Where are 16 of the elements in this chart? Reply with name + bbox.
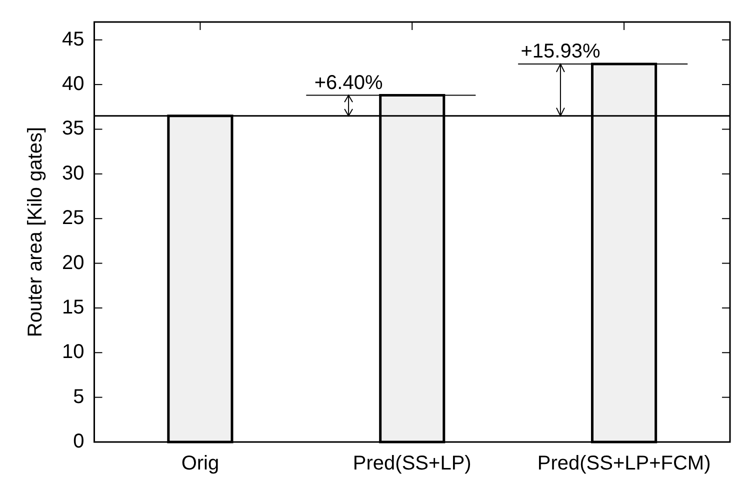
x-tick-label: Pred(SS+LP+FCM): [537, 452, 711, 475]
y-tick-label: 40: [62, 73, 84, 96]
annotation: +6.40%: [314, 72, 383, 94]
y-axis-title: Router area [Kilo gates]: [24, 126, 47, 338]
annotation: +15.93%: [520, 40, 600, 63]
y-tick-label: 10: [62, 341, 84, 364]
y-tick-label: 45: [62, 28, 84, 50]
y-tick-label: 25: [62, 207, 84, 230]
y-tick-label: 20: [62, 252, 84, 274]
y-tick-label: 30: [62, 162, 84, 184]
y-tick-label: 35: [62, 118, 84, 140]
x-tick-label: Orig: [181, 452, 220, 475]
y-tick-label: 5: [73, 386, 84, 408]
y-tick-label: 0: [73, 430, 84, 453]
y-tick-label: 15: [62, 296, 84, 318]
x-tick-label: Pred(SS+LP): [352, 452, 472, 475]
